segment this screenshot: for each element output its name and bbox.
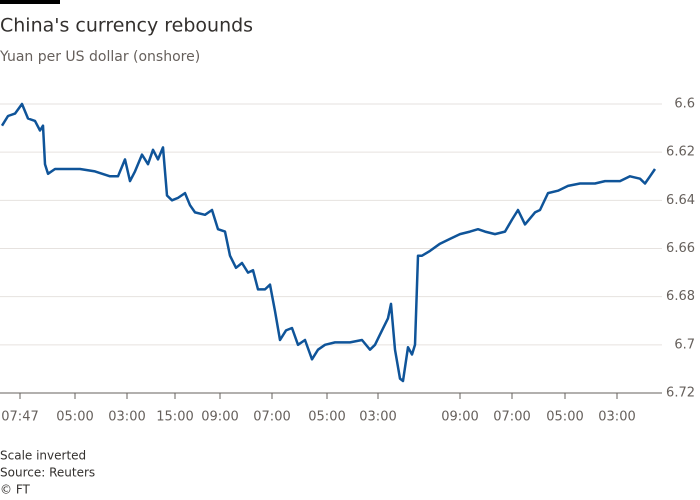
x-tick-label: 15:00 [156, 410, 193, 425]
x-tick-label: 09:00 [201, 410, 238, 425]
x-tick-label: 07:47 [1, 410, 38, 425]
line [0, 102, 657, 383]
y-tick-label: 6.68 [666, 289, 695, 304]
y-tick-label: 6.62 [666, 145, 695, 160]
y-tick-label: 6.72 [666, 386, 695, 401]
x-tick-label: 09:00 [441, 410, 478, 425]
y-tick-label: 6.7 [674, 337, 695, 352]
x-tick-label: 05:00 [56, 410, 93, 425]
chart-subtitle: Yuan per US dollar (onshore) [0, 49, 200, 65]
x-tick-label: 05:00 [308, 410, 345, 425]
x-tick-label: 03:00 [598, 410, 635, 425]
note: Scale inverted [0, 449, 86, 463]
x-tick-label: 03:00 [359, 410, 396, 425]
source: Source: Reuters [0, 466, 95, 480]
x-tick-label: 05:00 [546, 410, 583, 425]
top-bar [0, 0, 60, 4]
x-tick-label: 07:00 [493, 410, 530, 425]
chart-title: China's currency rebounds [0, 15, 253, 37]
y-tick-label: 6.66 [666, 241, 695, 256]
credit: © FT [0, 483, 31, 497]
x-tick-label: 07:00 [253, 410, 290, 425]
y-tick-label: 6.64 [666, 193, 695, 208]
x-tick-label: 03:00 [108, 410, 145, 425]
y-tick-label: 6.6 [674, 97, 695, 112]
